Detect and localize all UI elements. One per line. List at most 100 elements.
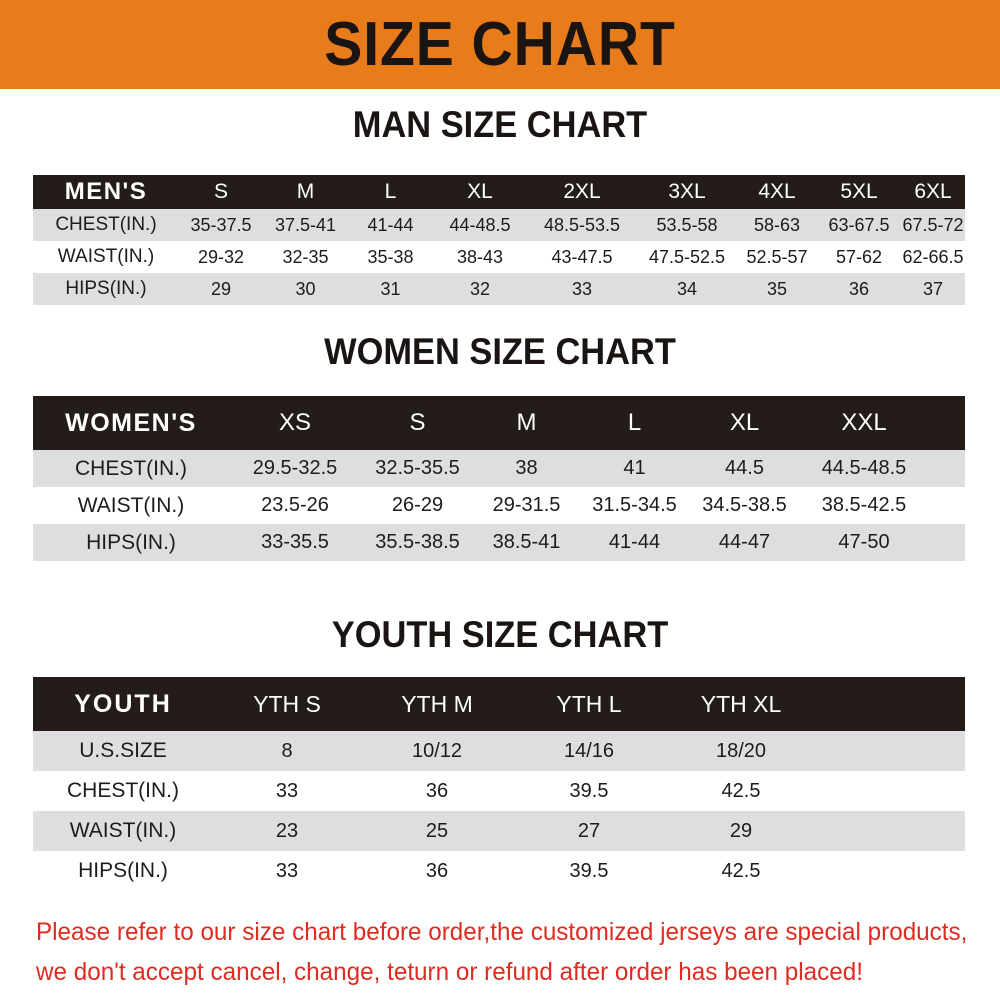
men-col-3: XL xyxy=(433,175,527,209)
men-col-6: 4XL xyxy=(737,175,817,209)
youth-cell-2-1: 25 xyxy=(361,811,513,851)
youth-row-3-label: HIPS(IN.) xyxy=(33,851,213,891)
footer-disclaimer-line-2: we don't accept cancel, change, teturn o… xyxy=(36,958,863,986)
youth-cell-0-1: 10/12 xyxy=(361,731,513,771)
women-size-table: WOMEN'S XS S M L XL XXL CHEST(IN.) 29.5-… xyxy=(33,396,965,561)
men-cell-1-7: 57-62 xyxy=(817,241,901,273)
youth-row-1-label: CHEST(IN.) xyxy=(33,771,213,811)
women-cell-2-1: 35.5-38.5 xyxy=(361,524,474,561)
table-row: CHEST(IN.) 29.5-32.5 32.5-35.5 38 41 44.… xyxy=(33,450,965,487)
men-cell-0-0: 35-37.5 xyxy=(179,209,263,241)
women-cell-0-spacer xyxy=(929,450,965,487)
women-col-4: XL xyxy=(690,396,799,450)
women-section-title: WOMEN SIZE CHART xyxy=(324,331,676,372)
women-cell-1-2: 29-31.5 xyxy=(474,487,579,524)
youth-col-3: YTH XL xyxy=(665,677,817,731)
men-cell-1-5: 47.5-52.5 xyxy=(637,241,737,273)
table-row: WAIST(IN.) 29-32 32-35 35-38 38-43 43-47… xyxy=(33,241,965,273)
page-banner: SIZE CHART xyxy=(0,0,1000,89)
women-col-spacer xyxy=(929,396,965,450)
women-cell-0-2: 38 xyxy=(474,450,579,487)
women-row-2-label: HIPS(IN.) xyxy=(33,524,229,561)
women-cell-2-0: 33-35.5 xyxy=(229,524,361,561)
women-cell-1-spacer xyxy=(929,487,965,524)
youth-cell-0-2: 14/16 xyxy=(513,731,665,771)
table-row: CHEST(IN.) 35-37.5 37.5-41 41-44 44-48.5… xyxy=(33,209,965,241)
men-size-table: MEN'S S M L XL 2XL 3XL 4XL 5XL 6XL CHEST… xyxy=(33,175,965,305)
table-row: WAIST(IN.) 23.5-26 26-29 29-31.5 31.5-34… xyxy=(33,487,965,524)
men-cell-0-7: 63-67.5 xyxy=(817,209,901,241)
men-cell-1-1: 32-35 xyxy=(263,241,348,273)
women-cell-1-4: 34.5-38.5 xyxy=(690,487,799,524)
women-col-2: M xyxy=(474,396,579,450)
youth-col-1: YTH M xyxy=(361,677,513,731)
men-col-7: 5XL xyxy=(817,175,901,209)
women-cell-2-5: 47-50 xyxy=(799,524,929,561)
youth-cell-2-0: 23 xyxy=(213,811,361,851)
youth-cell-0-0: 8 xyxy=(213,731,361,771)
women-col-1: S xyxy=(361,396,474,450)
youth-cell-3-3: 42.5 xyxy=(665,851,817,891)
women-col-3: L xyxy=(579,396,690,450)
men-cell-1-2: 35-38 xyxy=(348,241,433,273)
youth-section-title: YOUTH SIZE CHART xyxy=(331,614,669,655)
men-header-row: MEN'S S M L XL 2XL 3XL 4XL 5XL 6XL xyxy=(33,175,965,209)
table-row: HIPS(IN.) 33 36 39.5 42.5 xyxy=(33,851,965,891)
women-cell-1-5: 38.5-42.5 xyxy=(799,487,929,524)
youth-cell-3-0: 33 xyxy=(213,851,361,891)
women-cell-2-2: 38.5-41 xyxy=(474,524,579,561)
women-col-5: XXL xyxy=(799,396,929,450)
youth-cell-0-3: 18/20 xyxy=(665,731,817,771)
table-row: WAIST(IN.) 23 25 27 29 xyxy=(33,811,965,851)
men-col-5: 3XL xyxy=(637,175,737,209)
women-cell-0-4: 44.5 xyxy=(690,450,799,487)
men-cell-0-6: 58-63 xyxy=(737,209,817,241)
men-cell-2-7: 36 xyxy=(817,273,901,305)
men-row-0-label: CHEST(IN.) xyxy=(33,209,179,241)
youth-col-4 xyxy=(817,677,965,731)
women-cell-0-1: 32.5-35.5 xyxy=(361,450,474,487)
youth-cell-1-1: 36 xyxy=(361,771,513,811)
youth-cell-3-4 xyxy=(817,851,965,891)
women-row-1-label: WAIST(IN.) xyxy=(33,487,229,524)
men-cell-1-4: 43-47.5 xyxy=(527,241,637,273)
men-cell-0-8: 67.5-72 xyxy=(901,209,965,241)
youth-size-table: YOUTH YTH S YTH M YTH L YTH XL U.S.SIZE … xyxy=(33,677,965,891)
men-col-2: L xyxy=(348,175,433,209)
men-cell-1-8: 62-66.5 xyxy=(901,241,965,273)
men-cell-2-8: 37 xyxy=(901,273,965,305)
men-col-1: M xyxy=(263,175,348,209)
men-cell-1-3: 38-43 xyxy=(433,241,527,273)
women-cell-1-3: 31.5-34.5 xyxy=(579,487,690,524)
youth-cell-1-3: 42.5 xyxy=(665,771,817,811)
table-row: U.S.SIZE 8 10/12 14/16 18/20 xyxy=(33,731,965,771)
women-cell-2-4: 44-47 xyxy=(690,524,799,561)
men-cell-0-3: 44-48.5 xyxy=(433,209,527,241)
youth-cell-2-4 xyxy=(817,811,965,851)
footer-disclaimer: Please refer to our size chart before or… xyxy=(36,912,968,992)
men-section-title: MAN SIZE CHART xyxy=(352,104,648,145)
women-col-0: XS xyxy=(229,396,361,450)
women-corner-label: WOMEN'S xyxy=(33,396,229,450)
men-cell-2-4: 33 xyxy=(527,273,637,305)
men-cell-2-2: 31 xyxy=(348,273,433,305)
youth-header-row: YOUTH YTH S YTH M YTH L YTH XL xyxy=(33,677,965,731)
youth-cell-2-2: 27 xyxy=(513,811,665,851)
footer-disclaimer-line-1: Please refer to our size chart before or… xyxy=(36,918,968,946)
men-cell-0-4: 48.5-53.5 xyxy=(527,209,637,241)
men-col-0: S xyxy=(179,175,263,209)
women-cell-0-5: 44.5-48.5 xyxy=(799,450,929,487)
women-cell-2-3: 41-44 xyxy=(579,524,690,561)
men-col-4: 2XL xyxy=(527,175,637,209)
youth-cell-1-0: 33 xyxy=(213,771,361,811)
men-cell-2-0: 29 xyxy=(179,273,263,305)
men-row-1-label: WAIST(IN.) xyxy=(33,241,179,273)
men-cell-2-3: 32 xyxy=(433,273,527,305)
page-title: SIZE CHART xyxy=(324,9,676,79)
men-col-8: 6XL xyxy=(901,175,965,209)
table-row: CHEST(IN.) 33 36 39.5 42.5 xyxy=(33,771,965,811)
men-row-2-label: HIPS(IN.) xyxy=(33,273,179,305)
women-header-row: WOMEN'S XS S M L XL XXL xyxy=(33,396,965,450)
men-cell-2-5: 34 xyxy=(637,273,737,305)
